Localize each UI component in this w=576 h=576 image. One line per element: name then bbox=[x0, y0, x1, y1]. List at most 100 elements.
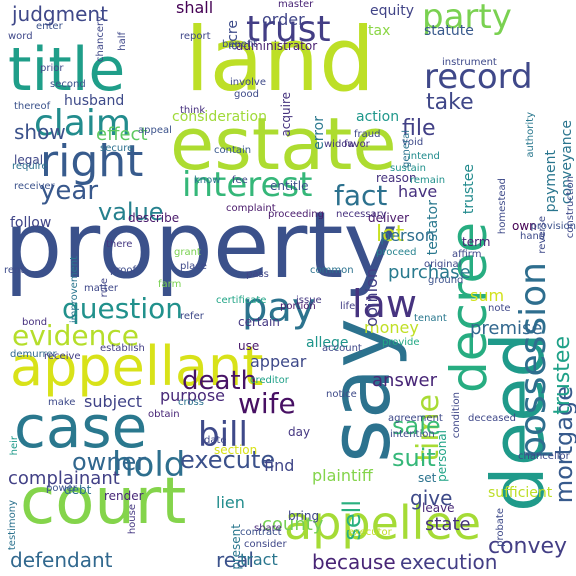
word: appeal bbox=[138, 125, 172, 136]
word: because bbox=[312, 550, 396, 574]
word: right bbox=[40, 136, 144, 187]
word: note bbox=[488, 303, 511, 314]
word: order bbox=[262, 10, 305, 29]
word: rent bbox=[4, 265, 25, 276]
word: homestead bbox=[497, 178, 508, 235]
word: notice bbox=[326, 389, 357, 400]
word: establish bbox=[100, 343, 145, 354]
word: purpose bbox=[160, 386, 225, 405]
word: sale bbox=[392, 412, 441, 440]
word: appellee bbox=[284, 496, 482, 550]
word: ground bbox=[428, 275, 464, 286]
word: widow bbox=[324, 139, 356, 150]
word: certain bbox=[238, 315, 280, 329]
word: executor bbox=[348, 527, 392, 538]
word: follow bbox=[10, 215, 52, 231]
word: law bbox=[352, 282, 417, 326]
word: intention bbox=[390, 429, 435, 440]
word: make bbox=[48, 397, 76, 408]
word: provide bbox=[382, 337, 420, 348]
word: day bbox=[288, 425, 311, 439]
word: acquire bbox=[279, 92, 293, 137]
word: estate bbox=[170, 102, 397, 186]
word: party bbox=[422, 0, 512, 37]
word: money bbox=[364, 318, 419, 337]
word: complainant bbox=[8, 468, 120, 489]
word: debt bbox=[64, 483, 92, 497]
word: personal bbox=[435, 430, 449, 482]
word: contract bbox=[240, 527, 282, 538]
word: evidence bbox=[12, 319, 139, 352]
word: authority bbox=[525, 112, 536, 158]
word: testimony bbox=[7, 500, 18, 551]
word: report bbox=[180, 31, 211, 42]
word: property bbox=[4, 192, 398, 299]
word: necessary bbox=[336, 209, 387, 220]
word: trustee bbox=[461, 164, 477, 215]
word: obtain bbox=[148, 409, 180, 420]
word: remain bbox=[410, 175, 446, 186]
word: hand bbox=[520, 231, 546, 242]
word: court bbox=[20, 465, 187, 539]
word: equity bbox=[370, 3, 415, 19]
word: benefit bbox=[222, 39, 258, 50]
word: find bbox=[264, 456, 295, 475]
word: use bbox=[238, 339, 260, 353]
word: affirm bbox=[452, 249, 482, 260]
word: place bbox=[180, 261, 207, 272]
word: sum bbox=[470, 286, 505, 305]
word: state bbox=[425, 514, 471, 535]
word: portion bbox=[280, 301, 316, 312]
word: county bbox=[262, 514, 324, 535]
word: hold bbox=[112, 445, 186, 485]
word: statute bbox=[424, 23, 474, 39]
word: reason bbox=[376, 171, 417, 185]
word: life bbox=[340, 301, 356, 312]
word: year bbox=[40, 176, 99, 206]
word: fraud bbox=[354, 129, 381, 140]
word: grant bbox=[174, 247, 201, 258]
word: execute bbox=[180, 446, 276, 474]
word: bring bbox=[288, 509, 320, 523]
word: proceed bbox=[376, 247, 417, 258]
word: term bbox=[462, 235, 491, 249]
word: owner bbox=[72, 448, 147, 476]
word: chancery bbox=[95, 16, 106, 62]
word: describe bbox=[128, 211, 180, 225]
word: instrument bbox=[442, 57, 497, 68]
word: execution bbox=[400, 550, 498, 574]
word: convey bbox=[488, 534, 568, 559]
word: show bbox=[14, 120, 66, 144]
word: pay bbox=[242, 285, 316, 331]
word: secure bbox=[100, 143, 134, 154]
word: administrator bbox=[236, 39, 318, 53]
word: death bbox=[182, 366, 258, 396]
word: appellant bbox=[10, 335, 264, 398]
word: creditor bbox=[250, 375, 289, 386]
word: plaintiff bbox=[312, 466, 373, 485]
word: husband bbox=[64, 93, 125, 109]
word: opinion bbox=[362, 268, 381, 327]
word: master bbox=[278, 0, 314, 10]
word: real bbox=[216, 548, 254, 572]
word: original bbox=[424, 259, 462, 270]
word: deceased bbox=[468, 413, 516, 424]
word: improvement bbox=[69, 256, 80, 324]
word: good bbox=[234, 89, 259, 100]
word: pass bbox=[246, 269, 269, 280]
word: value bbox=[98, 198, 164, 226]
word: construction bbox=[565, 176, 576, 239]
word: entitle bbox=[270, 179, 309, 193]
word: certificate bbox=[216, 295, 267, 306]
word: refer bbox=[180, 311, 204, 322]
word: intend bbox=[408, 151, 440, 162]
word: take bbox=[426, 90, 474, 115]
word: appear bbox=[250, 352, 307, 371]
word: issue bbox=[296, 295, 322, 306]
word: favor bbox=[344, 139, 370, 150]
word: power bbox=[46, 483, 77, 494]
word: thereof bbox=[14, 101, 51, 112]
word: legal bbox=[14, 153, 44, 167]
word: require bbox=[12, 161, 48, 172]
